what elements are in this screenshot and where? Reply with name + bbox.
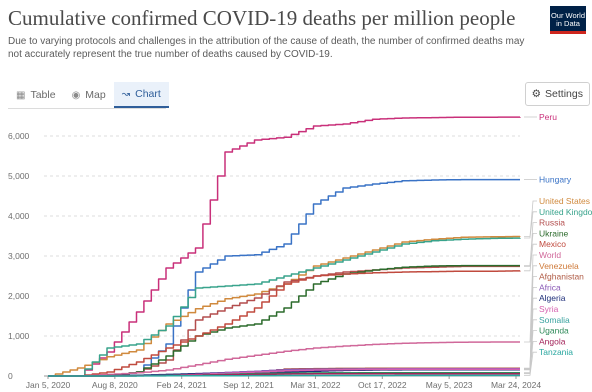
y-tick-label-2: 2,000 bbox=[8, 291, 30, 301]
y-tick-label-0: 0 bbox=[8, 371, 13, 381]
series-line-mexico bbox=[48, 270, 521, 377]
tab-map[interactable]: ◉ Map bbox=[64, 82, 114, 108]
x-tick-label-2: Feb 24, 2021 bbox=[157, 380, 207, 390]
series-label-mexico: Mexico bbox=[539, 239, 566, 249]
series-label-united-states: United States bbox=[539, 196, 590, 206]
series-line-russia bbox=[48, 265, 520, 377]
x-tick-label-3: Sep 12, 2021 bbox=[223, 380, 274, 390]
leader-line-12 bbox=[524, 308, 537, 370]
tab-chart-label: Chart bbox=[135, 88, 161, 100]
y-tick-label-1: 1,000 bbox=[8, 331, 30, 341]
globe-icon: ◉ bbox=[71, 89, 81, 101]
tab-table[interactable]: ▦ Table bbox=[8, 82, 64, 108]
tab-map-label: Map bbox=[85, 89, 106, 101]
view-tabs: ▦ Table ◉ Map ↝ Chart bbox=[8, 82, 169, 109]
x-tick-label-6: May 5, 2023 bbox=[426, 380, 473, 390]
series-label-uganda: Uganda bbox=[539, 326, 569, 336]
series-label-world: World bbox=[539, 250, 561, 260]
series-label-somalia: Somalia bbox=[539, 315, 570, 325]
series-line-peru bbox=[48, 116, 521, 377]
leader-line-15 bbox=[524, 341, 537, 375]
series-label-afghanistan: Afghanistan bbox=[539, 272, 584, 282]
leader-line-7 bbox=[524, 254, 537, 343]
leader-line-16 bbox=[524, 351, 537, 376]
y-tick-label-3: 3,000 bbox=[8, 251, 30, 261]
series-line-hungary bbox=[48, 178, 520, 377]
series-label-venezuela: Venezuela bbox=[539, 261, 579, 271]
series-line-united-states bbox=[48, 235, 521, 377]
x-tick-label-0: Jan 5, 2020 bbox=[26, 380, 71, 390]
leader-line-6 bbox=[524, 243, 537, 272]
chart-title: Cumulative confirmed COVID-19 deaths per… bbox=[8, 6, 516, 30]
series-label-angola: Angola bbox=[539, 336, 566, 346]
series-line-world bbox=[48, 341, 520, 377]
chart-subtitle: Due to varying protocols and challenges … bbox=[8, 36, 525, 60]
series-line-tanzania bbox=[48, 374, 520, 377]
table-icon: ▦ bbox=[16, 89, 26, 101]
leader-line-3 bbox=[524, 211, 537, 239]
tab-table-label: Table bbox=[30, 89, 56, 101]
series-label-united-kingdom: United Kingdom bbox=[539, 207, 592, 217]
owid-logo[interactable]: Our World in Data bbox=[550, 6, 586, 34]
x-tick-label-1: Aug 8, 2020 bbox=[92, 380, 138, 390]
series-label-syria: Syria bbox=[539, 304, 559, 314]
series-label-algeria: Algeria bbox=[539, 293, 566, 303]
gear-icon: ⚙ bbox=[531, 88, 542, 100]
series-line-united-kingdom bbox=[48, 237, 521, 377]
x-tick-label-5: Oct 17, 2022 bbox=[358, 380, 407, 390]
leader-line-14 bbox=[524, 330, 537, 374]
settings-label: Settings bbox=[545, 88, 583, 100]
x-tick-label-7: Mar 24, 2024 bbox=[491, 380, 541, 390]
line-chart-icon: ↝ bbox=[121, 88, 131, 100]
series-label-russia: Russia bbox=[539, 218, 565, 228]
leader-line-2 bbox=[524, 200, 537, 237]
series-label-tanzania: Tanzania bbox=[539, 347, 573, 357]
series-label-peru: Peru bbox=[539, 112, 557, 122]
leader-line-4 bbox=[524, 222, 537, 267]
tab-chart[interactable]: ↝ Chart bbox=[113, 82, 169, 108]
x-tick-label-4: Mar 31, 2022 bbox=[290, 380, 340, 390]
series-label-hungary: Hungary bbox=[539, 175, 572, 185]
series-label-africa: Africa bbox=[539, 282, 561, 292]
series-line-ukraine bbox=[48, 264, 520, 377]
logo-text: Our World in Data bbox=[550, 11, 586, 28]
leader-line-5 bbox=[524, 233, 537, 266]
settings-button[interactable]: ⚙ Settings bbox=[524, 82, 590, 106]
y-tick-label-6: 6,000 bbox=[8, 131, 30, 141]
series-label-ukraine: Ukraine bbox=[539, 228, 569, 238]
y-tick-label-5: 5,000 bbox=[8, 171, 30, 181]
y-tick-label-4: 4,000 bbox=[8, 211, 30, 221]
